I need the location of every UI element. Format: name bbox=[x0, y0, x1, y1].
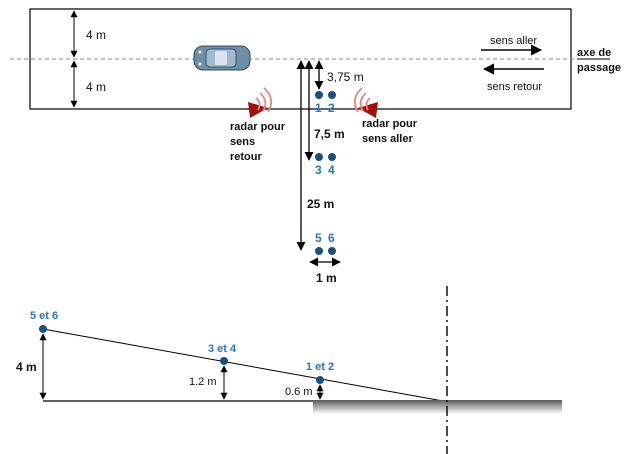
dist-25m-label: 25 m bbox=[307, 197, 334, 211]
radar-forward-icon bbox=[353, 87, 378, 118]
dist-3-75m-label: 3,75 m bbox=[327, 70, 364, 84]
radar-return-icon bbox=[248, 87, 273, 118]
sensor-4-label: 4 bbox=[328, 163, 335, 177]
half-width-bottom-label: 4 m bbox=[86, 80, 106, 94]
radar-return-label-line1: radar pour bbox=[230, 121, 286, 133]
sensor-3-dot bbox=[315, 153, 323, 161]
road-surface bbox=[313, 400, 562, 414]
height-56-label: 4 m bbox=[16, 360, 37, 374]
radar-forward-label-line1: radar pour bbox=[362, 118, 418, 130]
half-width-top-label: 4 m bbox=[86, 28, 106, 42]
sensor-2-label: 2 bbox=[328, 101, 335, 115]
sensor-12-side-label: 1 et 2 bbox=[306, 361, 334, 373]
sensor-6-dot bbox=[328, 247, 336, 255]
passage-axis-label-line1: axe de bbox=[577, 47, 611, 59]
sensor-4-dot bbox=[328, 153, 336, 161]
sensor-2-dot bbox=[328, 91, 336, 99]
sensor-12-side-dot bbox=[316, 376, 324, 384]
passage-axis-label-line2: passage bbox=[577, 62, 621, 74]
height-12-label: 0.6 m bbox=[285, 386, 313, 398]
radar-return-label-line3: retour bbox=[230, 151, 263, 163]
sensor-34-side-label: 3 et 4 bbox=[208, 343, 237, 355]
sensor-6-label: 6 bbox=[328, 231, 335, 245]
sensor-1-dot bbox=[315, 91, 323, 99]
dist-7-5m-label: 7,5 m bbox=[314, 127, 345, 141]
radar-forward-label-line2: sens aller bbox=[362, 133, 413, 145]
direction-return-label: sens retour bbox=[487, 81, 542, 93]
sensor-5-label: 5 bbox=[315, 231, 322, 245]
car-icon bbox=[193, 45, 251, 71]
sensor-56-side-label: 5 et 6 bbox=[30, 310, 58, 322]
sensor-spacing-label: 1 m bbox=[316, 271, 337, 285]
sensor-34-side-dot bbox=[220, 357, 228, 365]
direction-forward-label: sens aller bbox=[490, 35, 537, 47]
sensor-5-dot bbox=[315, 247, 323, 255]
sensor-3-label: 3 bbox=[315, 163, 322, 177]
line-of-sight bbox=[42, 328, 444, 402]
height-34-label: 1.2 m bbox=[189, 376, 217, 388]
sensor-1-label: 1 bbox=[315, 101, 322, 115]
radar-return-label-line2: sens bbox=[230, 136, 255, 148]
sensor-56-side-dot bbox=[39, 325, 47, 333]
